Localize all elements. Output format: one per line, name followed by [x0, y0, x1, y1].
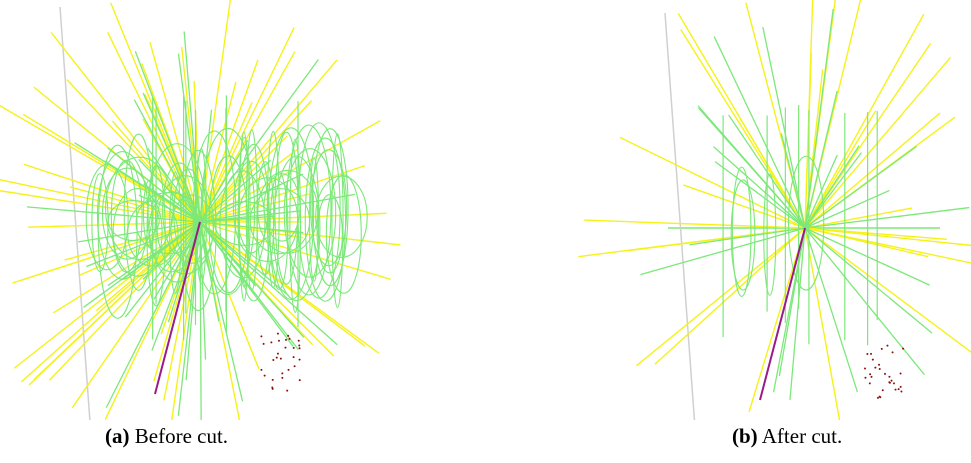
- hit: [886, 345, 888, 347]
- track: [60, 7, 90, 420]
- helix: [764, 174, 776, 295]
- hit: [900, 373, 902, 375]
- hit: [272, 359, 274, 361]
- hit: [293, 347, 295, 349]
- hit: [881, 348, 883, 350]
- hit: [289, 338, 291, 340]
- hit: [298, 345, 300, 347]
- hit: [866, 353, 868, 355]
- hit: [877, 397, 879, 399]
- hit: [271, 386, 273, 388]
- hit: [280, 358, 282, 360]
- hit: [895, 389, 897, 391]
- hit: [900, 391, 902, 393]
- hit: [864, 367, 866, 369]
- track: [714, 37, 805, 228]
- caption-text: Before cut.: [135, 424, 228, 448]
- hit: [892, 351, 894, 353]
- event-displays: [0, 0, 971, 420]
- hit: [898, 388, 900, 390]
- hit: [260, 335, 262, 337]
- hit: [281, 372, 283, 374]
- caption-label: (a): [105, 424, 130, 448]
- hit: [882, 389, 884, 391]
- helix: [86, 164, 128, 269]
- track: [805, 228, 932, 333]
- hit: [260, 369, 262, 371]
- hit: [299, 379, 301, 381]
- hit: [878, 364, 880, 366]
- hit: [263, 343, 265, 345]
- hit: [888, 381, 890, 383]
- hit: [888, 376, 890, 378]
- figure: (a) Before cut. (b) After cut.: [0, 0, 971, 463]
- hit: [870, 353, 872, 355]
- hit: [276, 357, 278, 359]
- track: [715, 162, 805, 228]
- hit: [293, 356, 295, 358]
- hit: [288, 369, 290, 371]
- track: [805, 0, 867, 228]
- hit: [287, 335, 289, 337]
- caption-label: (b): [732, 424, 758, 448]
- hit: [284, 347, 286, 349]
- hit: [281, 377, 283, 379]
- hit: [298, 340, 300, 342]
- hit: [299, 347, 301, 349]
- hit: [294, 365, 296, 367]
- hit: [869, 373, 871, 375]
- track: [665, 13, 695, 420]
- hit: [264, 375, 266, 377]
- helix: [290, 139, 301, 312]
- hit: [884, 373, 886, 375]
- hit: [871, 376, 873, 378]
- hit: [278, 340, 280, 342]
- hit: [277, 333, 279, 335]
- hit: [902, 348, 904, 350]
- hit: [272, 379, 274, 381]
- hit: [299, 359, 301, 361]
- hit: [285, 339, 287, 341]
- hit: [286, 390, 288, 392]
- hit: [864, 377, 866, 379]
- hit: [277, 353, 279, 355]
- hit: [874, 367, 876, 369]
- track: [805, 228, 857, 392]
- caption-a: (a) Before cut.: [105, 424, 228, 449]
- caption-text: After cut.: [762, 424, 842, 448]
- hit: [879, 368, 881, 370]
- hit: [900, 386, 902, 388]
- hit: [869, 382, 871, 384]
- hit: [270, 341, 272, 343]
- hit: [893, 382, 895, 384]
- hit: [872, 359, 874, 361]
- hit: [891, 380, 893, 382]
- caption-b: (b) After cut.: [732, 424, 842, 449]
- hit: [879, 396, 881, 398]
- track: [636, 228, 805, 366]
- track: [584, 220, 805, 228]
- track: [805, 228, 840, 420]
- track: [805, 208, 912, 228]
- track: [805, 113, 940, 228]
